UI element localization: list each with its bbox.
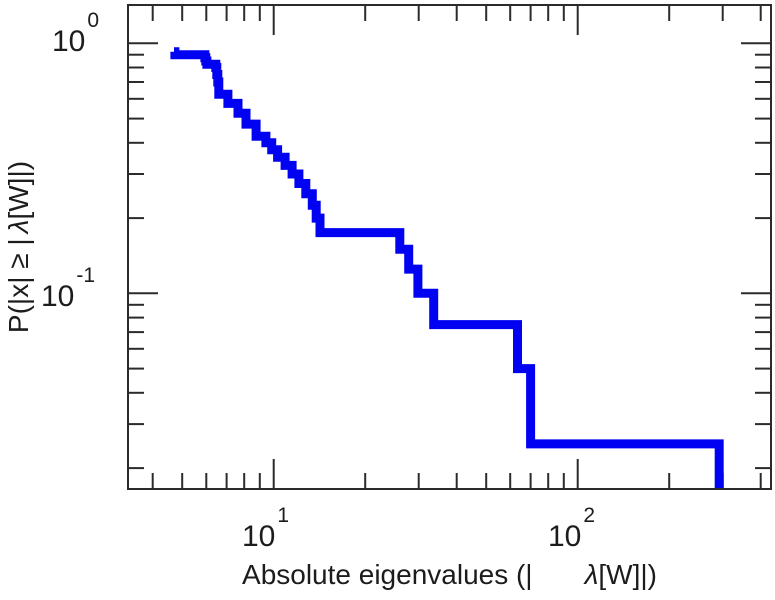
x-label-suffix: [W]|) <box>598 559 657 590</box>
tick-exponent: 0 <box>87 9 100 32</box>
tick-exponent: -1 <box>76 264 96 287</box>
y-label-prefix: P(|x| ≥ | <box>3 238 34 334</box>
tick-base: 10 <box>548 520 582 553</box>
y-label-suffix: [W]|) <box>3 160 34 220</box>
lambda-symbol: λ <box>3 219 34 234</box>
y-axis-tick-label-1e0: 100 <box>52 10 99 58</box>
x-axis-tick-label-1e2: 102 <box>548 505 595 553</box>
tick-exponent: 1 <box>277 504 290 527</box>
x-label-prefix: Absolute eigenvalues (| <box>242 559 533 590</box>
x-axis-tick-label-1e1: 101 <box>242 505 289 553</box>
tick-base: 10 <box>41 280 75 313</box>
x-axis-label: Absolute eigenvalues (| λ[W]|) <box>128 559 771 591</box>
tick-base: 10 <box>242 520 276 553</box>
plot-frame <box>127 4 772 490</box>
ccdf-curve <box>170 47 724 489</box>
lambda-symbol: λ <box>584 559 599 590</box>
y-axis-label: P(|x| ≥ | λ[W]|) <box>3 8 36 486</box>
tick-base: 10 <box>52 25 86 58</box>
y-axis-tick-label-1e-1: 10-1 <box>41 265 95 313</box>
tick-exponent: 2 <box>583 504 596 527</box>
